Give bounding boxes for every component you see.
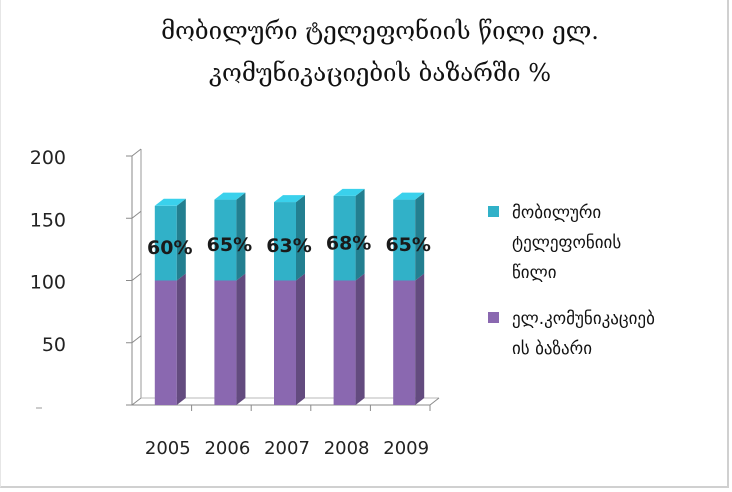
data-label-2007: 63% [266, 235, 311, 257]
bar-side-2007-1 [296, 195, 305, 281]
legend-item-market: ელ.კომუნიკაციებ ის ბაზარი [488, 304, 668, 364]
bar-2006-market [214, 280, 237, 405]
data-label-2008: 68% [326, 232, 371, 254]
bar-2008-mobile [333, 195, 356, 281]
y-tick-label: 50 [42, 334, 66, 356]
bar-2006-mobile [214, 199, 237, 281]
bar-top-2005 [154, 198, 186, 206]
data-label-2006: 65% [207, 234, 252, 256]
legend-swatch-market [488, 312, 499, 323]
bar-2009-market [393, 280, 416, 405]
bar-top-2009 [393, 192, 425, 200]
data-label-2005: 60% [147, 237, 192, 259]
chart-title: მობილური ტელეფონიის წილი ელ. კომუნიკაციე… [100, 10, 660, 94]
x-tick-label-2005: 2005 [145, 438, 191, 459]
y-tick-diagonal [131, 273, 142, 281]
bar-top-2006 [214, 192, 246, 200]
chart-title-line-2: კომუნიკაციების ბაზარში % [208, 59, 552, 87]
legend-label-mobile: მობილური ტელეფონიის წილი [512, 203, 622, 283]
legend-item-mobile: მობილური ტელეფონიის წილი [488, 198, 668, 288]
y-tick-label: 100 [30, 272, 66, 294]
x-tick-label-2008: 2008 [324, 438, 370, 459]
bar-side-2006-0 [236, 273, 246, 405]
bar-side-2009-0 [415, 273, 425, 405]
x-tick-label-2006: 2006 [204, 438, 250, 459]
y-tick-diagonal [131, 148, 142, 157]
bar-side-2005-0 [176, 273, 186, 405]
bar-side-2006-1 [236, 192, 246, 281]
data-label-2009: 65% [385, 234, 430, 256]
bar-2009-mobile [393, 199, 416, 281]
chart-title-line-1: მობილური ტელეფონიის წილი ელ. [161, 17, 599, 45]
x-tick-label-2009: 2009 [383, 438, 429, 459]
bar-2005-market [154, 280, 177, 405]
bar-2007-mobile [274, 202, 296, 281]
bar-side-2005-1 [176, 198, 186, 281]
bar-side-2008-0 [355, 273, 365, 405]
y-tick-label: 200 [30, 147, 66, 169]
bar-top-2008 [333, 188, 365, 196]
y-tick-diagonal [131, 210, 142, 219]
bar-2008-market [333, 280, 356, 405]
bar-top-2007 [274, 195, 305, 203]
bar-side-2007-0 [296, 273, 305, 405]
legend-label-market: ელ.კომუნიკაციებ ის ბაზარი [512, 309, 655, 359]
y-tick-diagonal [131, 397, 142, 406]
bar-2005-mobile [154, 205, 177, 281]
y-tick-label: 150 [30, 209, 66, 231]
legend-swatch-mobile [488, 206, 499, 217]
floor-side-edge [429, 397, 440, 406]
chart-legend: მობილური ტელეფონიის წილი ელ.კომუნიკაციებ… [488, 198, 668, 380]
bar-side-2009-1 [415, 192, 425, 281]
bar-2007-market [274, 280, 296, 405]
bar-side-2008-1 [355, 188, 365, 281]
x-tick-label-2007: 2007 [264, 438, 310, 459]
y-tick-diagonal [131, 335, 142, 344]
